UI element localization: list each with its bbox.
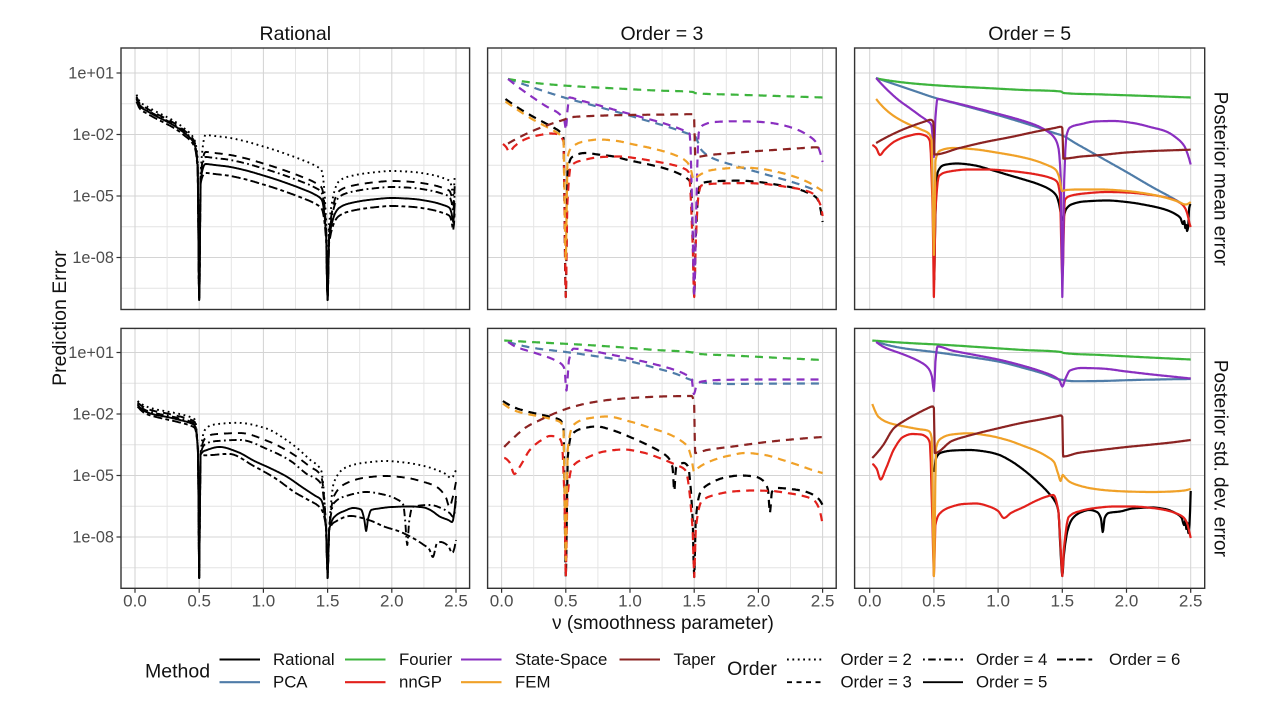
svg-text:Order = 3: Order = 3 [620,23,703,45]
svg-text:2.0: 2.0 [747,591,771,610]
svg-text:1e+01: 1e+01 [68,65,114,83]
svg-text:Rational: Rational [260,23,332,45]
svg-text:1.5: 1.5 [1050,591,1074,610]
svg-text:1e-02: 1e-02 [72,126,114,144]
svg-text:Order = 6: Order = 6 [1109,650,1180,669]
svg-text:Order = 5: Order = 5 [976,673,1047,692]
svg-text:Rational: Rational [273,650,335,669]
svg-text:Order = 2: Order = 2 [841,650,912,669]
svg-text:PCA: PCA [273,673,308,692]
svg-text:0.5: 0.5 [922,591,946,610]
svg-text:0.0: 0.0 [123,591,147,610]
svg-text:ν (smoothness parameter): ν (smoothness parameter) [552,613,774,634]
svg-text:2.5: 2.5 [811,591,835,610]
svg-text:2.0: 2.0 [1115,591,1139,610]
svg-text:Fourier: Fourier [399,650,453,669]
svg-text:1.5: 1.5 [682,591,706,610]
svg-text:1.5: 1.5 [316,591,340,610]
svg-text:1e-02: 1e-02 [72,406,114,424]
svg-text:0.0: 0.0 [490,591,514,610]
svg-text:1e-05: 1e-05 [72,467,114,485]
svg-text:2.0: 2.0 [380,591,404,610]
svg-text:Taper: Taper [674,650,716,669]
svg-text:1.0: 1.0 [618,591,642,610]
svg-text:Order = 5: Order = 5 [988,23,1071,45]
svg-text:0.5: 0.5 [187,591,211,610]
svg-text:Prediction Error: Prediction Error [49,250,71,386]
svg-text:1e-08: 1e-08 [72,529,114,547]
svg-text:1.0: 1.0 [252,591,276,610]
svg-text:0.0: 0.0 [858,591,882,610]
svg-text:State-Space: State-Space [515,650,607,669]
svg-text:Posterior std. dev. error: Posterior std. dev. error [1210,360,1231,558]
svg-text:Order = 4: Order = 4 [976,650,1047,669]
svg-text:1e-05: 1e-05 [72,188,114,206]
svg-text:2.5: 2.5 [444,591,468,610]
svg-text:1e-08: 1e-08 [72,249,114,267]
svg-text:Posterior mean error: Posterior mean error [1210,92,1231,267]
svg-text:nnGP: nnGP [399,673,442,692]
svg-text:1.0: 1.0 [986,591,1010,610]
svg-text:1e+01: 1e+01 [68,344,114,362]
svg-text:0.5: 0.5 [554,591,578,610]
svg-text:Order = 3: Order = 3 [841,673,912,692]
svg-text:Order: Order [727,658,777,680]
svg-text:2.5: 2.5 [1179,591,1203,610]
svg-text:FEM: FEM [515,673,550,692]
svg-text:Method: Method [145,661,210,683]
